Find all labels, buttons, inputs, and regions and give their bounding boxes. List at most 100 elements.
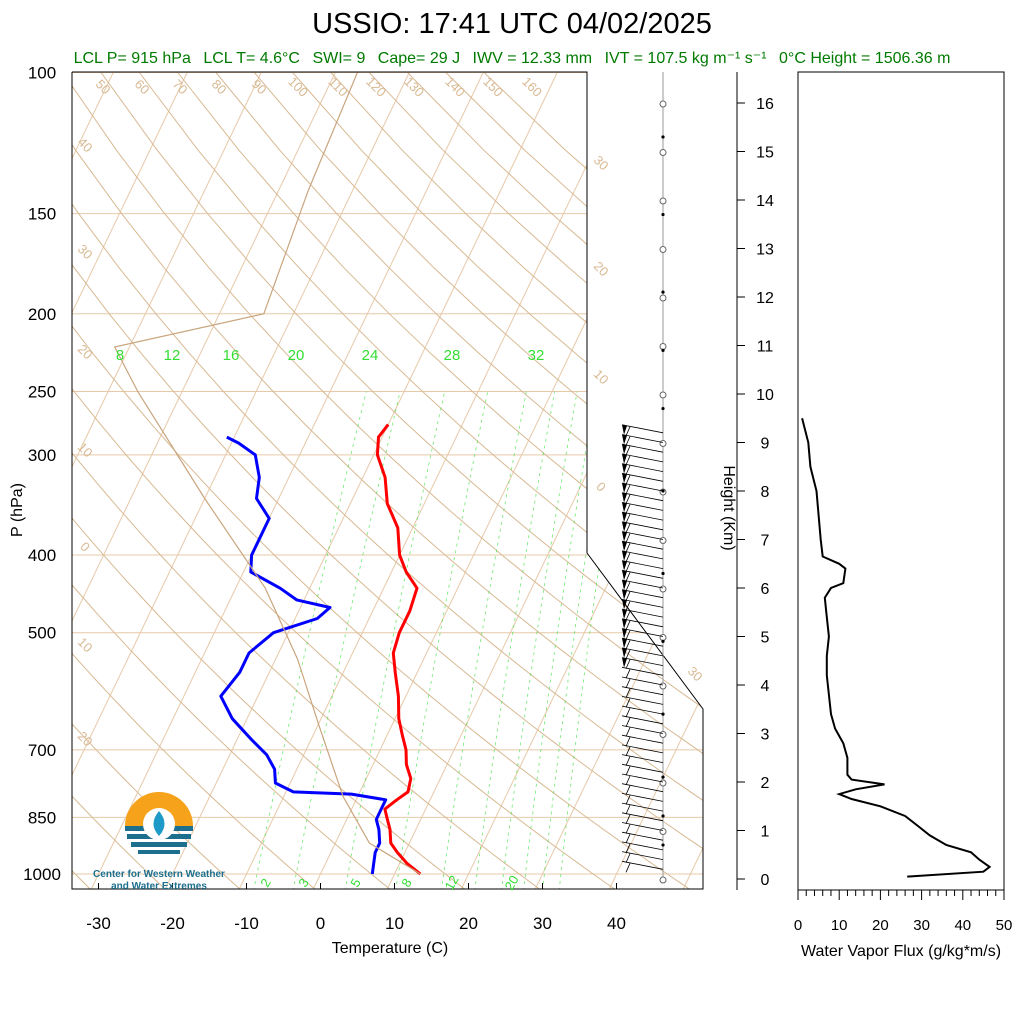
height-tick-label: 5 <box>761 630 770 647</box>
isotherm-label: 60 <box>132 76 153 97</box>
isotherm-label: 80 <box>209 76 230 97</box>
wind-barb-feather <box>625 804 631 815</box>
wind-dot <box>661 348 665 352</box>
y-axis-title: P (hPa) <box>9 483 26 537</box>
dry-adiabat-line <box>483 72 703 889</box>
height-tick-label: 6 <box>761 581 770 598</box>
isotherm-line <box>607 72 703 889</box>
dry-adiabat-line <box>407 72 703 889</box>
dry-adiabat-line <box>139 72 703 889</box>
wind-barb-flag <box>622 463 627 474</box>
wind-barb-flag <box>622 550 627 561</box>
wind-barb <box>621 482 664 492</box>
height-tick-label: 15 <box>756 145 774 162</box>
wind-barb-feather <box>625 533 631 543</box>
temperature-tick-label: -10 <box>234 914 259 933</box>
wind-barb-feather <box>625 465 631 475</box>
flux-tick-label: 20 <box>872 917 889 934</box>
wind-barb <box>621 783 664 793</box>
temperature-tick-label: 30 <box>533 914 552 933</box>
wind-barb <box>621 453 664 463</box>
wind-barb-feather <box>625 504 631 514</box>
wind-barb-feather <box>625 707 631 718</box>
dry-adiabat-line <box>72 72 393 889</box>
dry-adiabat-line <box>177 72 703 889</box>
wind-barb-flag <box>622 531 627 542</box>
wind-dot <box>661 406 665 411</box>
mixing-ratio-line <box>292 391 401 889</box>
flux-axis-title: Water Vapor Flux (g/kg*m/s) <box>801 943 1001 960</box>
temperature-tick-label: 20 <box>459 914 478 933</box>
wind-barb <box>621 599 664 608</box>
wind-barb <box>621 696 664 705</box>
wind-barb <box>621 531 664 540</box>
wind-barb-feather <box>625 659 631 669</box>
wind-barb-flag <box>622 424 627 435</box>
isotherm-line <box>533 72 703 889</box>
wind-barb <box>621 579 664 589</box>
wind-level-marker <box>659 682 667 690</box>
wind-barb-feather <box>625 775 631 786</box>
isotherm-line <box>385 72 703 889</box>
wind-barb-feather <box>625 523 631 533</box>
wind-barb-flag <box>622 521 627 532</box>
dry-adiabat-line <box>72 72 618 889</box>
isotherm-label: 140 <box>442 74 468 100</box>
temperature-tick-label: 0 <box>316 914 325 933</box>
wind-barb <box>621 725 664 734</box>
pressure-tick-label: 100 <box>28 64 56 83</box>
height-tick-label: 2 <box>761 775 770 792</box>
wind-barb <box>621 841 664 851</box>
isotherm-label: 30 <box>75 241 96 262</box>
wind-dot <box>661 290 665 294</box>
flux-tick-label: 50 <box>996 917 1013 934</box>
wind-level-marker <box>659 730 667 738</box>
isotherm-line <box>163 72 558 889</box>
isotherm-label: 120 <box>363 74 389 100</box>
wind-barb <box>621 569 664 579</box>
height-tick-label: 10 <box>756 387 774 404</box>
dry-adiabat-line <box>72 72 318 889</box>
wind-barb-feather <box>625 727 631 737</box>
height-tick-label: 4 <box>761 678 770 695</box>
cw3e-logo: Center for Western Weather and Water Ext… <box>84 784 234 893</box>
wind-barb-feather <box>625 678 631 689</box>
wind-barb-flag <box>622 638 627 649</box>
isotherm-label: 20 <box>75 341 96 362</box>
wind-barb-feather <box>625 824 631 834</box>
mixing-ratio-line <box>440 391 527 889</box>
wind-barb-feather <box>625 843 631 854</box>
logo-line2: and Water Extremes <box>111 881 207 892</box>
wind-dot <box>661 571 665 576</box>
isotherm-label: 0 <box>77 539 93 555</box>
wind-level-marker <box>659 148 667 156</box>
wind-level-marker <box>659 245 667 253</box>
mixing-ratio-line <box>474 391 556 889</box>
height-tick-label: 9 <box>761 436 770 453</box>
isotherm-label: 100 <box>285 74 311 100</box>
wind-barb-feather <box>625 455 631 466</box>
wind-barb-flag <box>622 618 627 629</box>
wind-barb-flag <box>622 647 627 658</box>
mixing-ratio-line <box>558 391 627 889</box>
mixing-ratio-label: 8 <box>398 876 415 890</box>
dry-adiabat-line <box>292 72 703 889</box>
wind-barb <box>621 802 664 812</box>
isotherm-label: 150 <box>480 74 506 100</box>
wind-barb <box>621 647 664 657</box>
isotherm-label: 110 <box>326 74 351 99</box>
dry-adiabat-line <box>0 73 17 892</box>
wind-barb-feather <box>625 669 631 679</box>
isotherm-label: 10 <box>75 439 96 460</box>
series-line-parcel <box>114 72 421 875</box>
flux-tick-label: 40 <box>954 917 971 934</box>
dry-adiabat-line <box>72 72 703 889</box>
skewt-frame <box>71 71 704 890</box>
dry-adiabat-line <box>100 72 703 889</box>
wind-barb-flag <box>622 483 627 493</box>
wind-barb-flag <box>622 589 627 600</box>
isotherm-line <box>72 72 262 889</box>
pressure-tick-label: 150 <box>28 205 56 224</box>
wind-barb <box>621 734 664 744</box>
isotherm-label: 0 <box>593 479 609 495</box>
